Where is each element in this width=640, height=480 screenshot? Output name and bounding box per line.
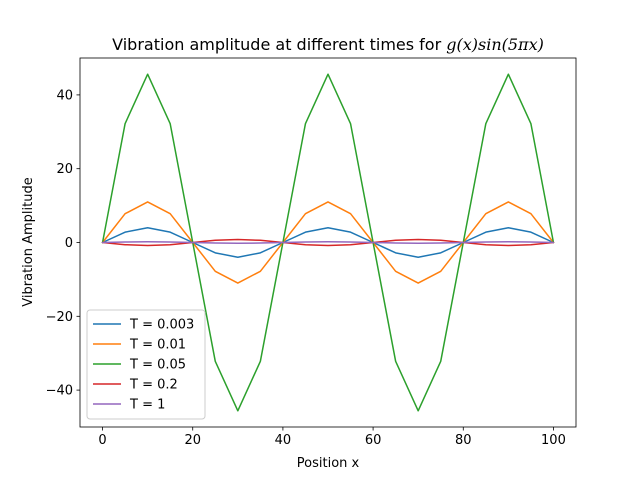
x-tick-label-5: 100 [541,433,566,448]
x-tick-label-4: 80 [455,433,472,448]
series-line-1 [101,201,555,284]
legend-frame [86,309,206,420]
y-tick-label-3: 20 [56,162,73,177]
series-layer [101,73,555,412]
y-tick-label-2: 0 [65,236,73,251]
chart-title: Vibration amplitude at different times f… [112,35,544,54]
x-tick-label-2: 40 [275,433,292,448]
series-line-0 [101,226,555,259]
series-line-4 [101,241,555,244]
legend-label-0: T = 0.003 [129,318,194,333]
x-tick-label-0: 0 [98,433,106,448]
y-tick-label-4: 40 [56,88,73,103]
chart-title-text: Vibration amplitude at different times f… [112,35,446,54]
x-axis-label: Position x [297,456,360,471]
legend-label-1: T = 0.01 [129,338,186,353]
series-line-2 [101,73,555,412]
series-line-3 [101,238,555,247]
y-axis-label: Vibration Amplitude [21,177,36,306]
ticks-layer: 0 20 40 60 80 100 −40 −20 0 20 40 [46,88,566,448]
y-tick-label-0: −40 [46,384,73,399]
x-tick-label-1: 20 [184,433,201,448]
legend: T = 0.003 T = 0.01 T = 0.05 T = 0.2 T = 1 [86,309,206,420]
y-tick-label-1: −20 [46,310,73,325]
x-tick-label-3: 60 [365,433,382,448]
legend-label-4: T = 1 [129,398,165,413]
legend-label-2: T = 0.05 [129,358,186,373]
chart-title-formula: g(x)sin(5πx) [446,35,544,54]
legend-label-3: T = 0.2 [129,378,178,393]
